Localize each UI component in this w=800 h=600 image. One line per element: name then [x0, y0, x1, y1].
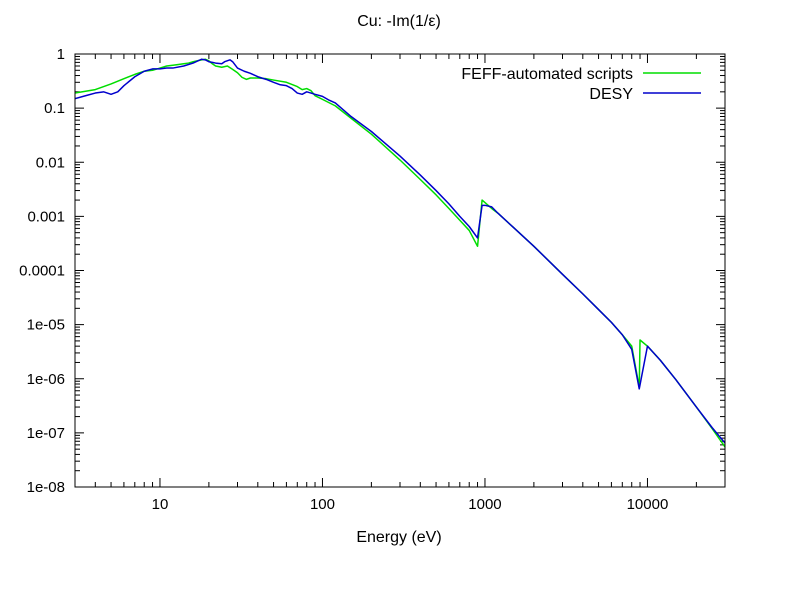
y-tick-label: 1e-05: [27, 317, 65, 334]
chart-title: Cu: -Im(1/ε): [357, 13, 441, 30]
y-tick-label: 1e-06: [27, 371, 65, 388]
legend-label-desy: DESY: [589, 86, 633, 103]
plot-frame: [74, 53, 726, 488]
y-tick-label: 0.1: [44, 100, 65, 117]
y-tick-label: 0.0001: [19, 263, 65, 280]
plot-series: [75, 58, 725, 448]
x-tick-label: 10: [152, 496, 169, 513]
x-tick-label: 10000: [627, 496, 669, 513]
y-tick-label: 0.001: [27, 208, 65, 225]
x-tick-label: 1000: [468, 496, 501, 513]
x-tick-label: 100: [310, 496, 335, 513]
series-line-desy: [75, 58, 725, 444]
y-tick-label: 1e-07: [27, 425, 65, 442]
y-tick-label: 1: [57, 46, 65, 63]
x-axis-label: Energy (eV): [356, 529, 441, 546]
x-axis-ticks: 10 100 1000 10000: [94, 54, 697, 513]
series-line-feff: [75, 58, 725, 448]
legend-label-feff: FEFF-automated scripts: [461, 66, 633, 83]
legend: FEFF-automated scripts DESY: [461, 66, 701, 103]
y-axis-ticks: 1 0.1 0.01 0.001 0.0001 1e-05 1e-06 1e-07 1e-08: [19, 46, 725, 496]
y-tick-label: 0.01: [36, 154, 65, 171]
y-tick-label: 1e-08: [27, 479, 65, 496]
